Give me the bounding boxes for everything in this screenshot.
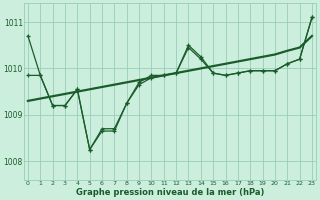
X-axis label: Graphe pression niveau de la mer (hPa): Graphe pression niveau de la mer (hPa) (76, 188, 264, 197)
